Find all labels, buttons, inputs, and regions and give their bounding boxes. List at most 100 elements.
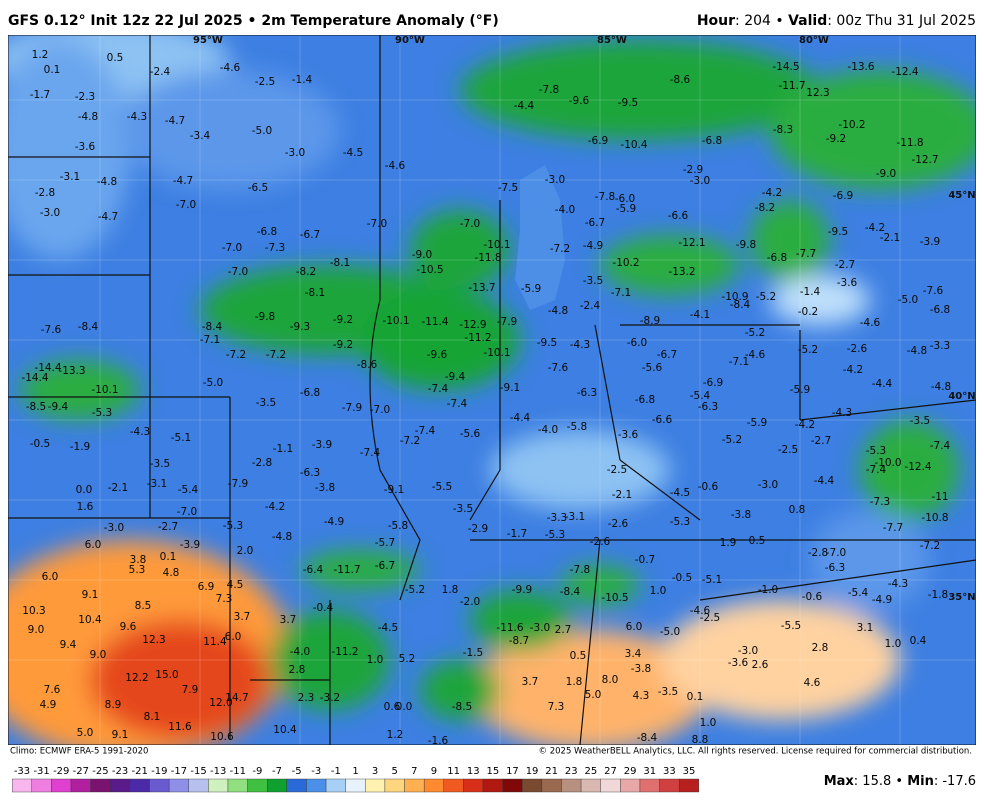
legend-swatch — [129, 778, 150, 793]
legend-swatch — [208, 778, 229, 793]
anomaly-value: -7.3 — [265, 242, 286, 254]
anomaly-value: -2.6 — [590, 536, 611, 548]
legend-swatch — [11, 778, 33, 793]
anomaly-value: -0.5 — [30, 438, 51, 450]
anomaly-value: 9.1 — [82, 589, 99, 601]
anomaly-value: -9.4 — [445, 371, 466, 383]
anomaly-value: 12.3 — [142, 634, 165, 646]
anomaly-value: -12.4 — [891, 66, 918, 78]
anomaly-value: 0.5 — [107, 52, 124, 64]
anomaly-value: -7.4 — [447, 398, 468, 410]
legend-tick-label: -11 — [230, 766, 246, 777]
anomaly-value: -2.6 — [847, 343, 868, 355]
anomaly-value: 12.3 — [806, 87, 829, 99]
legend-tick-label: -13 — [210, 766, 226, 777]
anomaly-value: 5.2 — [399, 653, 416, 665]
anomaly-value: -4.6 — [745, 349, 766, 361]
anomaly-value: -4.4 — [514, 100, 535, 112]
anomaly-value: -2.5 — [607, 464, 628, 476]
anomaly-value: -2.0 — [460, 596, 481, 608]
anomaly-value: -5.2 — [405, 584, 426, 596]
anomaly-value: 6.0 — [626, 621, 643, 633]
anomaly-value: 1.0 — [367, 654, 384, 666]
anomaly-value: -4.3 — [127, 111, 148, 123]
anomaly-value: -4.8 — [931, 381, 952, 393]
anomaly-value: -7.0 — [176, 199, 197, 211]
legend-tick-label: 35 — [683, 766, 696, 777]
anomaly-value: 1.8 — [442, 584, 459, 596]
legend-swatch — [678, 778, 700, 793]
anomaly-value: -12.4 — [904, 461, 931, 473]
anomaly-value: -3.5 — [658, 686, 679, 698]
anomaly-value: -2.7 — [835, 259, 856, 271]
anomaly-value: -5.8 — [388, 520, 409, 532]
legend-swatch — [90, 778, 111, 793]
anomaly-value: -9.1 — [500, 382, 521, 394]
anomaly-value: -6.3 — [577, 387, 598, 399]
anomaly-value: -11.8 — [474, 252, 501, 264]
anomaly-value: -6.8 — [702, 135, 723, 147]
anomaly-value: -4.6 — [385, 160, 406, 172]
valid: : 00z Thu 31 Jul 2025 — [827, 13, 976, 29]
anomaly-value: -5.0 — [660, 626, 681, 638]
anomaly-value: -4.0 — [290, 646, 311, 658]
anomaly-value: -5.0 — [898, 294, 919, 306]
anomaly-value: -3.9 — [312, 439, 333, 451]
anomaly-value: -5.4 — [848, 587, 869, 599]
anomaly-value: 10.4 — [273, 724, 297, 736]
anomaly-value: -9.0 — [876, 168, 897, 180]
anomaly-value: 3.1 — [857, 622, 874, 634]
anomaly-value: -3.0 — [758, 479, 779, 491]
anomaly-value: 9.1 — [112, 729, 129, 741]
valid-label: Valid — [788, 13, 827, 29]
anomaly-value: -3.6 — [75, 141, 96, 153]
legend-tick-label: 7 — [411, 766, 417, 777]
anomaly-value: -10.9 — [721, 291, 748, 303]
anomaly-value: -4.5 — [343, 147, 364, 159]
anomaly-value: -2.9 — [683, 164, 704, 176]
grid-label: 45°N — [948, 190, 975, 201]
anomaly-value: 1.2 — [32, 49, 49, 61]
anomaly-value: 1.0 — [650, 585, 667, 597]
anomaly-value: -1.8 — [928, 589, 949, 601]
anomaly-value: 1.6 — [77, 501, 94, 513]
legend-tick-label: -9 — [252, 766, 262, 777]
anomaly-value: -7.8 — [539, 84, 560, 96]
legend-swatch — [639, 778, 660, 793]
anomaly-value: -2.7 — [811, 435, 832, 447]
anomaly-value: -2.4 — [580, 300, 601, 312]
anomaly-value: -8.5 — [26, 401, 47, 413]
anomaly-value: 7.3 — [216, 593, 233, 605]
anomaly-value: 2.0 — [237, 545, 254, 557]
anomaly-value: -4.3 — [130, 426, 151, 438]
anomaly-value: -3.5 — [150, 458, 171, 470]
anomaly-value: -5.3 — [670, 516, 691, 528]
anomaly-value: -3.8 — [631, 663, 652, 675]
anomaly-value: -10.5 — [601, 592, 628, 604]
hour: : 204 • — [735, 13, 788, 29]
anomaly-value: -4.8 — [97, 176, 118, 188]
anomaly-value: -7.2 — [400, 435, 421, 447]
anomaly-value: -5.1 — [171, 432, 192, 444]
anomaly-value: 3.7 — [522, 676, 539, 688]
anomaly-value: -11.7 — [778, 80, 805, 92]
anomaly-value: -4.9 — [324, 516, 345, 528]
anomaly-value: -4.3 — [832, 407, 853, 419]
anomaly-value: -2.5 — [255, 76, 276, 88]
anomaly-value: -5.0 — [252, 125, 273, 137]
anomaly-value: -3.4 — [190, 130, 211, 142]
anomaly-value: 9.0 — [90, 649, 107, 661]
anomaly-value: 0.0 — [76, 484, 93, 496]
anomaly-value: -4.6 — [220, 62, 241, 74]
legend-swatch — [600, 778, 621, 793]
legend-tick-label: -1 — [331, 766, 341, 777]
anomaly-value: 7.6 — [44, 684, 61, 696]
anomaly-value: -7.6 — [41, 324, 62, 336]
anomaly-value: -6.5 — [248, 182, 269, 194]
anomaly-value: 10.4 — [78, 614, 102, 626]
anomaly-value: -2.1 — [880, 232, 901, 244]
anomaly-value: 1.0 — [885, 638, 902, 650]
anomaly-value: -5.3 — [92, 407, 113, 419]
anomaly-value: -3.5 — [583, 275, 604, 287]
anomaly-value: -8.4 — [78, 321, 99, 333]
